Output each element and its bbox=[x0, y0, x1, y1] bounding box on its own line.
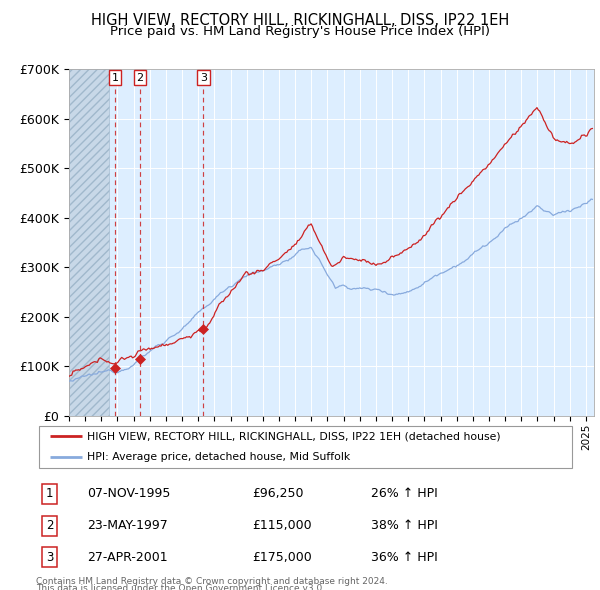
Text: 36% ↑ HPI: 36% ↑ HPI bbox=[371, 551, 437, 564]
Bar bbox=[69, 69, 109, 416]
Text: HPI: Average price, detached house, Mid Suffolk: HPI: Average price, detached house, Mid … bbox=[88, 452, 350, 462]
Text: £96,250: £96,250 bbox=[252, 487, 304, 500]
Text: 3: 3 bbox=[200, 73, 207, 83]
Text: HIGH VIEW, RECTORY HILL, RICKINGHALL, DISS, IP22 1EH: HIGH VIEW, RECTORY HILL, RICKINGHALL, DI… bbox=[91, 13, 509, 28]
Text: 07-NOV-1995: 07-NOV-1995 bbox=[88, 487, 170, 500]
Text: 3: 3 bbox=[46, 551, 53, 564]
Text: 2: 2 bbox=[46, 519, 53, 532]
Text: Contains HM Land Registry data © Crown copyright and database right 2024.: Contains HM Land Registry data © Crown c… bbox=[36, 577, 388, 586]
Text: This data is licensed under the Open Government Licence v3.0.: This data is licensed under the Open Gov… bbox=[36, 584, 325, 590]
Text: HIGH VIEW, RECTORY HILL, RICKINGHALL, DISS, IP22 1EH (detached house): HIGH VIEW, RECTORY HILL, RICKINGHALL, DI… bbox=[88, 431, 501, 441]
Text: Price paid vs. HM Land Registry's House Price Index (HPI): Price paid vs. HM Land Registry's House … bbox=[110, 25, 490, 38]
Text: 27-APR-2001: 27-APR-2001 bbox=[88, 551, 168, 564]
Text: 38% ↑ HPI: 38% ↑ HPI bbox=[371, 519, 437, 532]
Text: 26% ↑ HPI: 26% ↑ HPI bbox=[371, 487, 437, 500]
Text: 1: 1 bbox=[46, 487, 53, 500]
Text: 1: 1 bbox=[112, 73, 119, 83]
Text: £115,000: £115,000 bbox=[252, 519, 311, 532]
Text: 23-MAY-1997: 23-MAY-1997 bbox=[88, 519, 168, 532]
Text: 2: 2 bbox=[136, 73, 143, 83]
FancyBboxPatch shape bbox=[39, 425, 572, 468]
Text: £175,000: £175,000 bbox=[252, 551, 312, 564]
